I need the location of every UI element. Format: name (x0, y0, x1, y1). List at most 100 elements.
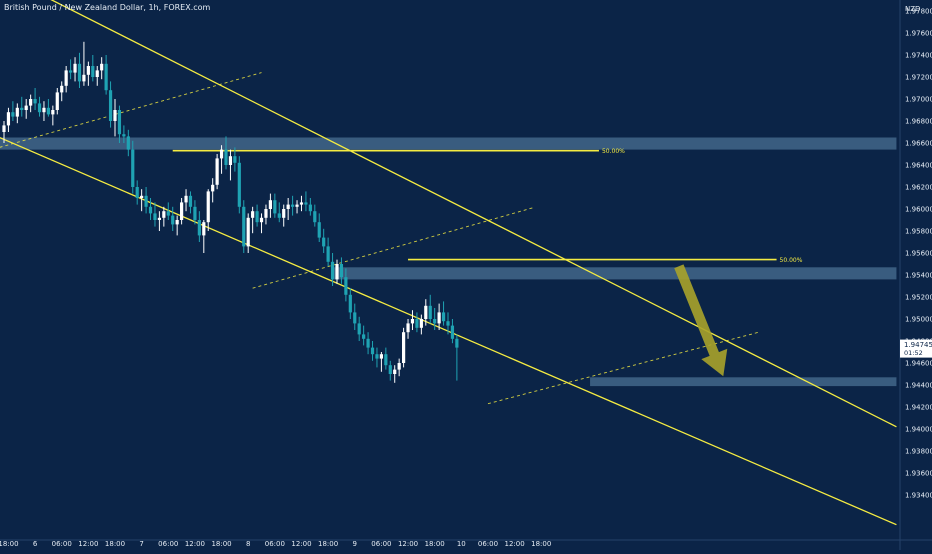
candle-body (171, 215, 175, 225)
channel-line (50, 0, 897, 428)
price-tick-label: 1.94200 (905, 404, 932, 412)
candle-body (379, 354, 383, 359)
time-tick-label: 12:00 (78, 540, 98, 548)
candle-body (153, 213, 157, 220)
candle-body (357, 323, 361, 335)
price-tick-label: 1.95000 (905, 316, 932, 324)
candle-body (86, 66, 90, 75)
candle-body (406, 323, 410, 333)
candle-body (91, 66, 95, 77)
time-tick-label: 10 (457, 540, 466, 548)
time-tick-label: 06:00 (478, 540, 498, 548)
candle-body (348, 294, 352, 313)
time-tick-label: 18:00 (425, 540, 445, 548)
time-tick-label: 8 (246, 540, 250, 548)
price-tick-label: 1.97800 (905, 8, 932, 16)
candle-body (224, 149, 228, 165)
candle-body (424, 305, 428, 319)
currency-label: NZD (905, 5, 920, 13)
candle-body (433, 319, 437, 324)
candle-body (193, 206, 197, 220)
candle-body (362, 334, 366, 339)
candle-body (64, 70, 68, 86)
candle-body (264, 209, 268, 218)
candle-body (46, 107, 50, 115)
price-tick-label: 1.94400 (905, 382, 932, 390)
fibonacci-level-label: 50.00% (602, 148, 625, 155)
candle-body (73, 63, 77, 73)
price-tick-label: 1.97400 (905, 52, 932, 60)
candle-body (335, 264, 339, 280)
price-tick-label: 1.93800 (905, 448, 932, 456)
price-tick-label: 1.94000 (905, 426, 932, 434)
candle-body (202, 222, 206, 236)
price-tick-label: 1.97600 (905, 30, 932, 38)
candle-body (410, 319, 415, 324)
time-axis: 18:00 6 06:00 12:00 18:00 7 06:00 12:00 18:00 8 06… (0, 539, 932, 548)
time-tick-label: 6 (33, 540, 38, 548)
time-tick-label: 18:00 (211, 540, 231, 548)
candle-body (237, 162, 241, 207)
price-tick-label: 1.96200 (905, 184, 932, 192)
price-tick-label: 1.95200 (905, 294, 932, 302)
price-tick-label: 1.94600 (905, 360, 932, 368)
time-tick-label: 9 (353, 540, 357, 548)
candle-body (82, 74, 86, 82)
candle-body (157, 217, 161, 220)
candle-body (219, 149, 224, 159)
price-tag-countdown: 01:52 (904, 349, 923, 357)
candle-body (100, 63, 104, 71)
price-tick-label: 1.96600 (905, 140, 932, 148)
candle-body (144, 195, 148, 207)
price-tick-label: 1.96800 (905, 118, 932, 126)
projection-arrow (674, 264, 728, 377)
time-tick-label: 18:00 (531, 540, 551, 548)
candle-body (148, 206, 153, 214)
candle-body (233, 156, 237, 163)
candle-body (197, 220, 201, 236)
candle-body (37, 103, 42, 113)
supply-demand-zone (590, 377, 897, 387)
candle-body (215, 158, 219, 185)
candle-body (308, 204, 312, 212)
supply-demand-zone (332, 267, 897, 280)
candle-body (286, 204, 290, 209)
candle-body (126, 136, 130, 150)
time-tick-label: 12:00 (291, 540, 311, 548)
candle-body (140, 195, 144, 198)
candle-body (339, 264, 344, 278)
candle-body (370, 347, 375, 355)
candle-body (450, 325, 455, 339)
candle-body (184, 195, 188, 203)
price-axis: 1.97800 1.97600 1.97400 1.97200 1.97000 1.968… (899, 0, 932, 550)
time-tick-label: 06:00 (371, 540, 391, 548)
candle-body (188, 195, 193, 207)
candle-body (69, 70, 73, 73)
plot-group: 50.00% 50.00% (0, 0, 897, 526)
candle-body (228, 156, 233, 165)
time-tick-label: 06:00 (52, 540, 72, 548)
price-tick-label: 1.95800 (905, 228, 932, 236)
candle-body (437, 312, 441, 324)
candle-body (441, 312, 446, 322)
candle-body (6, 112, 11, 126)
candle-body (117, 110, 122, 135)
time-tick-label: 06:00 (265, 540, 285, 548)
candle-body (255, 211, 259, 223)
candle-body (366, 338, 370, 348)
candle-body (33, 99, 37, 104)
candle-body (317, 222, 321, 238)
price-tag-value: 1.94745 (904, 341, 932, 349)
time-tick-label: 18:00 (0, 540, 19, 548)
price-tick-label: 1.97000 (905, 96, 932, 104)
candle-body (206, 191, 210, 223)
candle-body (108, 90, 113, 121)
candle-body (166, 211, 170, 216)
dashed-trend-line (487, 331, 759, 405)
candle-body (131, 149, 135, 187)
candle-body (211, 184, 215, 192)
time-tick-label: 12:00 (185, 540, 205, 548)
price-tick-label: 1.93400 (905, 492, 932, 500)
